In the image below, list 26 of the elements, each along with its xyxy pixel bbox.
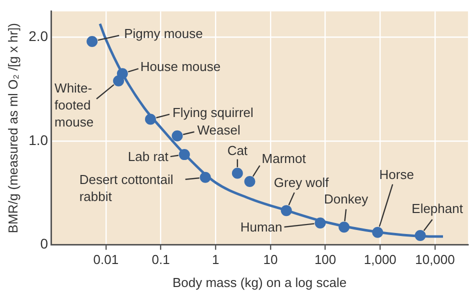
- y-tick-label: 2.0: [28, 28, 48, 44]
- annotation: Donkey: [324, 192, 369, 207]
- annotation: Weasel: [197, 122, 240, 138]
- y-tick-label: 0: [40, 236, 48, 252]
- x-tick-label: 1,000: [364, 252, 396, 268]
- x-axis-title: Body mass (kg) on a log scale: [172, 274, 347, 290]
- annotation: Lab rat: [128, 149, 169, 164]
- y-tick-label: 1.0: [28, 132, 48, 148]
- annotation: Grey wolf: [274, 175, 330, 190]
- annotation: Desert cottontail rabbit: [79, 172, 174, 204]
- x-tick-label: 100: [314, 252, 336, 268]
- x-tick-label: 0.01: [93, 252, 119, 268]
- annotation: House mouse: [140, 59, 221, 74]
- annotation: Pigmy mouse: [124, 26, 203, 42]
- annotation: Human: [240, 220, 282, 235]
- annotation: Marmot: [262, 151, 306, 166]
- annotation: Cat: [227, 142, 248, 158]
- x-tick-label: 1: [212, 252, 220, 268]
- annotation: Horse: [379, 166, 414, 182]
- annotation: White- footed mouse: [54, 80, 94, 130]
- x-tick-label: 10,000: [415, 252, 455, 268]
- y-axis-title: BMR/g (measured as ml O₂ /[g x hr]): [5, 22, 20, 234]
- annotation: Flying squirrel: [172, 104, 254, 120]
- annotation: Elephant: [412, 201, 464, 216]
- x-tick-label: 0.1: [152, 252, 170, 268]
- x-tick-label: 10: [263, 252, 278, 268]
